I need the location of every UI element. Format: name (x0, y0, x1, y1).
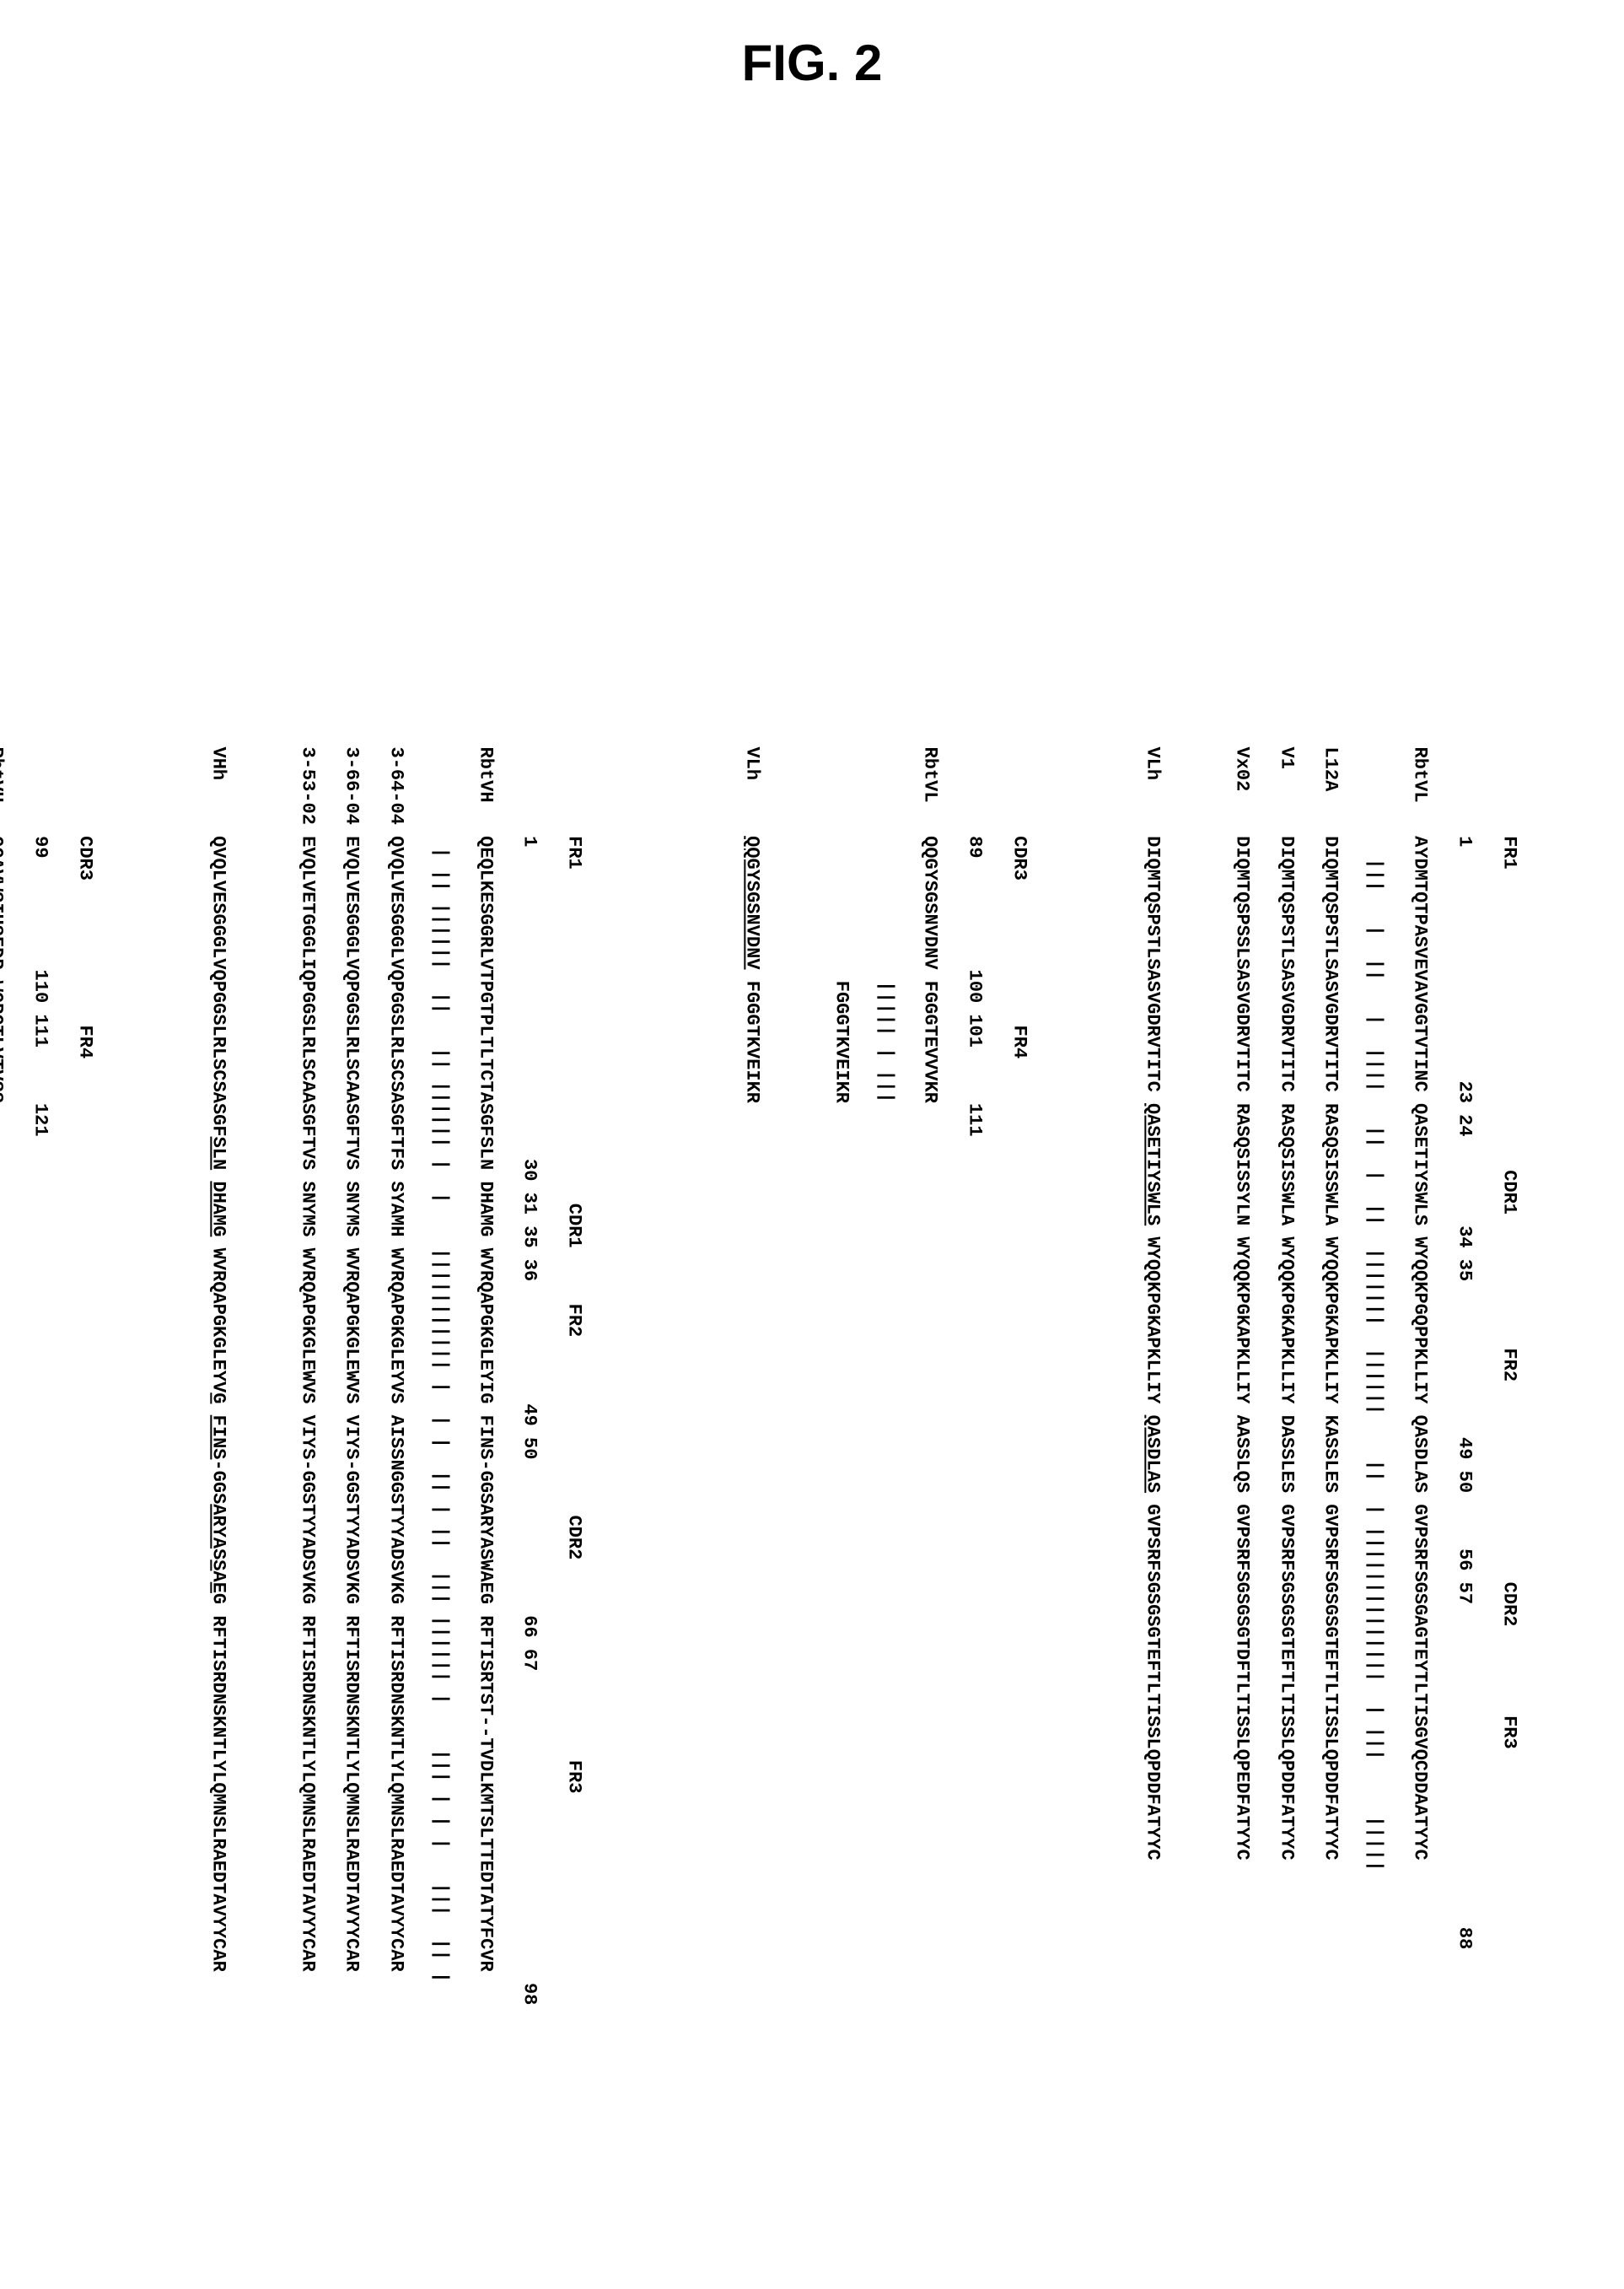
vl1-consensus: VLhDIQMTQSPSTLSASVGDRVTITC QASETIYSWLS W… (1141, 747, 1163, 2006)
vh1-numbers: 1 30 31 35 36 49 50 66 67 98 (518, 747, 540, 2006)
row-label: VLh (1141, 747, 1163, 837)
blank (162, 747, 184, 2006)
vh1-row-366: 3-66-04EVQLVESGGGLVQPGGSLRLSCAASGFTVS SN… (340, 747, 362, 2006)
row-seq: EVQLVETGGGLIQPGGSLRLSCAASGFTVS SNYMS WVR… (297, 836, 318, 1972)
vl1-row-l12a: L12ADIQMTQSPSTLSASVGDRVTITC RASQSISSWLA … (1319, 747, 1341, 2006)
row-seq: EVQLVESGGGLVQPGGSLRLSCAASGFTVS SNYMS WVR… (341, 836, 363, 1972)
figure-title: FIG. 2 (34, 34, 1590, 92)
blank (652, 747, 674, 2006)
blank (785, 747, 807, 2006)
blank (696, 747, 718, 2006)
row-seq: ||||| | ||| (875, 836, 896, 1103)
sequence-alignment: FR1 CDR1 FR2 CDR2 FR3 1 23 24 34 35 49 5… (0, 747, 1541, 2006)
row-label: 3-64-04 (384, 747, 406, 837)
alignment-container: FR1 CDR1 FR2 CDR2 FR3 1 23 24 34 35 49 5… (0, 747, 1541, 2006)
vh2-regions: CDR3 FR4 (73, 747, 95, 2006)
vl2-numbers: 89 100 101 111 (963, 747, 985, 2006)
row-seq: QEQLKESGGRLVTPGTPLTLTCTASGFSLN DHAMG WVR… (475, 836, 496, 1972)
row-label: V1 (1275, 747, 1297, 837)
row-label: RbtVL (918, 747, 940, 837)
vh1-consensus: VHhQVQLVESGGGLVQPGGSLRLSCSASGFSLN DHAMG … (207, 747, 229, 2006)
blank (1186, 747, 1207, 2006)
row-label: RbtVH (0, 747, 6, 837)
vh2-numbers: 99 110 111 121 (29, 747, 51, 2006)
vl1-row-v1: V1DIQMTQSPSTLSASVGDRVTITC RASQSISSWLA WY… (1275, 747, 1297, 2006)
row-seq: DIQMTQSPSSLSASVGDRVTITC RASQSISSYLN WYQQ… (1231, 836, 1252, 1861)
vl2-consensus: VLhQQGYSGSNVDNV FGGGTKVEIKR (740, 747, 762, 2006)
row-label: 3-53-02 (295, 747, 317, 837)
row-seq: GGAVWSIHSFDP WGPGTLVTVSS (0, 836, 6, 1103)
vh1-row-rbt: RbtVHQEQLKESGGRLVTPGTPLTLTCTASGFSLN DHAM… (474, 747, 496, 2006)
vl1-numbers: 1 23 24 34 35 49 50 56 57 88 (1453, 747, 1475, 2006)
row-seq: FGGGTKVEIKR (831, 836, 852, 1103)
vh1-row-364: 3-64-04QVQLVESGGGLVQPGGSLRLSCSASGFTFS SY… (384, 747, 406, 2006)
vh1-regions: FR1 CDR1 FR2 CDR2 FR3 (562, 747, 584, 2006)
vl2-row-rbt: RbtVLQQGYSGSNVDNV FGGGTEVVVKR (918, 747, 940, 2006)
blank (607, 747, 629, 2006)
vl1-row-vx02: Vx02DIQMTQSPSSLSASVGDRVTITC RASQSISSYLN … (1230, 747, 1252, 2006)
blank (251, 747, 273, 2006)
vl1-row-bars: ||| | || | |||| || | || ||||||| |||||| |… (1363, 747, 1385, 2006)
row-label: VLh (740, 747, 762, 837)
row-label: Vx02 (1230, 747, 1252, 837)
row-label: VHh (207, 747, 229, 837)
vl2-regions: CDR3 FR4 (1008, 747, 1030, 2006)
row-seq: | || |||||| || || |||||| | | |||||||||||… (430, 836, 451, 1983)
vl1-row-rbt: RbtVLAYDMTQTPASVEVAVGGTVTINC QASETIYSWLS… (1408, 747, 1430, 2006)
vh1-row-bars: | || |||||| || || |||||| | | |||||||||||… (429, 747, 451, 2006)
row-label: 3-66-04 (340, 747, 362, 837)
row-label: RbtVH (474, 747, 496, 837)
row-label: L12A (1319, 747, 1341, 837)
row-seq: QVQLVESGGGLVQPGGSLRLSCSASGFSLN DHAMG WVR… (207, 836, 229, 1972)
vh1-row-353: 3-53-02EVQLVETGGGLIQPGGSLRLSCAASGFTVS SN… (295, 747, 317, 2006)
row-seq: QVQLVESGGGLVQPGGSLRLSCSASGFTFS SYAMH WVR… (385, 836, 406, 1972)
blank (1052, 747, 1074, 2006)
row-seq: ||| | || | |||| || | || ||||||| |||||| |… (1365, 836, 1386, 1872)
blank (117, 747, 139, 2006)
vl1-regions: FR1 CDR1 FR2 CDR2 FR3 (1498, 747, 1519, 2006)
blank (1097, 747, 1119, 2006)
vl2-row-germ: FGGGTKVEIKR (830, 747, 852, 2006)
row-label: RbtVL (1408, 747, 1430, 837)
row-seq: QQGYSGSNVDNV FGGGTKVEIKR (742, 836, 763, 1103)
vl2-row-bars: ||||| | ||| (874, 747, 896, 2006)
row-seq: AYDMTQTPASVEVAVGGTVTINC QASETIYSWLS WYQQ… (1409, 836, 1430, 1861)
vh2-row-rbt: RbtVHGGAVWSIHSFDP WGPGTLVTVSS (0, 747, 6, 2006)
row-seq: DIQMTQSPSTLSASVGDRVTITC RASQSISSWLA WYQQ… (1276, 836, 1297, 1861)
row-seq: QQGYSGSNVDNV FGGGTEVVVKR (920, 836, 941, 1103)
row-seq: DIQMTQSPSTLSASVGDRVTITC QASETIYSWLS WYQQ… (1143, 836, 1164, 1861)
row-seq: DIQMTQSPSTLSASVGDRVTITC RASQSISSWLA WYQQ… (1320, 836, 1342, 1861)
